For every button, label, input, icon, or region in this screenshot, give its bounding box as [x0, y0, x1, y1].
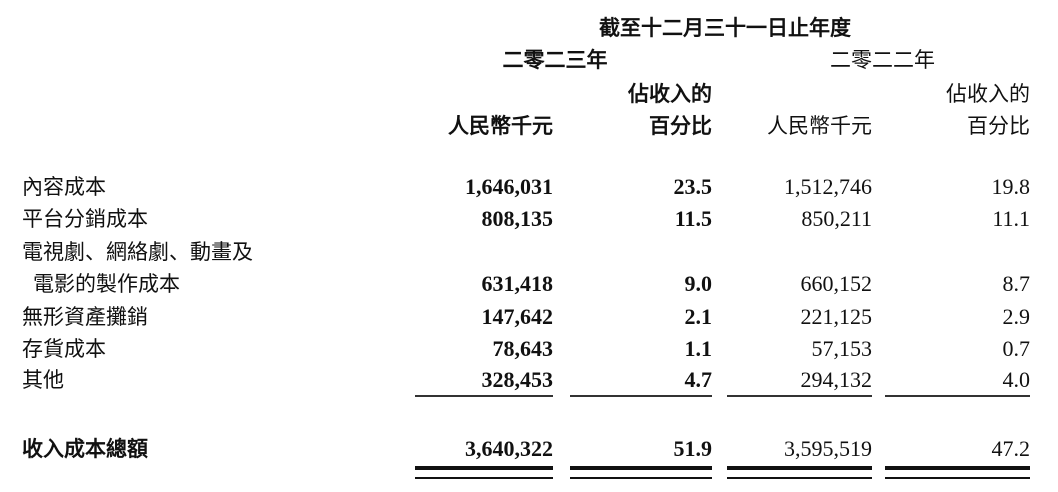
total-pct-2023: 51.9 — [673, 436, 713, 461]
row-label: 電視劇、網絡劇、動畫及 — [22, 240, 253, 264]
value-2023: 1,646,031 — [465, 174, 553, 199]
pct-2023: 11.5 — [674, 206, 712, 231]
subtotal-rule — [885, 395, 1030, 397]
pct-header-2023-line2: 百分比 — [649, 113, 712, 138]
value-2023: 808,135 — [481, 206, 554, 231]
pct-2022: 8.7 — [1002, 271, 1031, 296]
rmb-header-2023: 人民幣千元 — [448, 113, 553, 138]
row-label: 無形資產攤銷 — [22, 305, 148, 329]
year-2022-heading: 二零二二年 — [830, 48, 935, 72]
row-label: 內容成本 — [22, 175, 106, 199]
row-label: 存貨成本 — [22, 337, 106, 361]
row-label: 平台分銷成本 — [22, 207, 148, 231]
year-2023-heading: 二零二三年 — [502, 47, 608, 72]
pct-2023: 1.1 — [684, 336, 713, 361]
subtotal-rule — [727, 395, 872, 397]
value-2023: 631,418 — [481, 271, 554, 296]
period-heading: 截至十二月三十一日止年度 — [599, 15, 851, 40]
value-2023: 147,642 — [481, 304, 554, 329]
value-2022: 294,132 — [800, 367, 873, 392]
pct-2023: 23.5 — [673, 174, 713, 199]
total-double-rule — [885, 466, 1030, 479]
rmb-header-2022: 人民幣千元 — [767, 114, 872, 138]
value-2022: 1,512,746 — [784, 174, 872, 199]
value-2022: 850,211 — [801, 206, 872, 231]
total-value-2023: 3,640,322 — [465, 436, 553, 461]
subtotal-rule — [570, 395, 712, 397]
total-double-rule — [570, 466, 712, 479]
value-2023: 328,453 — [481, 367, 554, 392]
value-2023: 78,643 — [492, 336, 554, 361]
total-value-2022: 3,595,519 — [784, 436, 872, 461]
total-label: 收入成本總額 — [22, 436, 148, 461]
value-2022: 221,125 — [800, 304, 873, 329]
pct-2023: 9.0 — [684, 271, 713, 296]
pct-2023: 2.1 — [684, 304, 713, 329]
pct-header-2022-line2: 百分比 — [967, 114, 1030, 138]
total-double-rule — [727, 466, 872, 479]
pct-header-2022-line1: 佔收入的 — [946, 82, 1030, 106]
subtotal-rule — [415, 395, 553, 397]
row-label: 其他 — [22, 368, 64, 392]
pct-2022: 0.7 — [1002, 336, 1031, 361]
value-2022: 57,153 — [811, 336, 873, 361]
pct-2022: 19.8 — [991, 174, 1031, 199]
pct-2023: 4.7 — [684, 367, 713, 392]
total-pct-2022: 47.2 — [991, 436, 1031, 461]
row-label-continued: 電影的製作成本 — [33, 272, 180, 296]
pct-2022: 11.1 — [992, 206, 1030, 231]
pct-2022: 2.9 — [1002, 304, 1031, 329]
pct-2022: 4.0 — [1002, 367, 1031, 392]
total-double-rule — [415, 466, 553, 479]
value-2022: 660,152 — [800, 271, 873, 296]
pct-header-2023-line1: 佔收入的 — [628, 81, 712, 106]
